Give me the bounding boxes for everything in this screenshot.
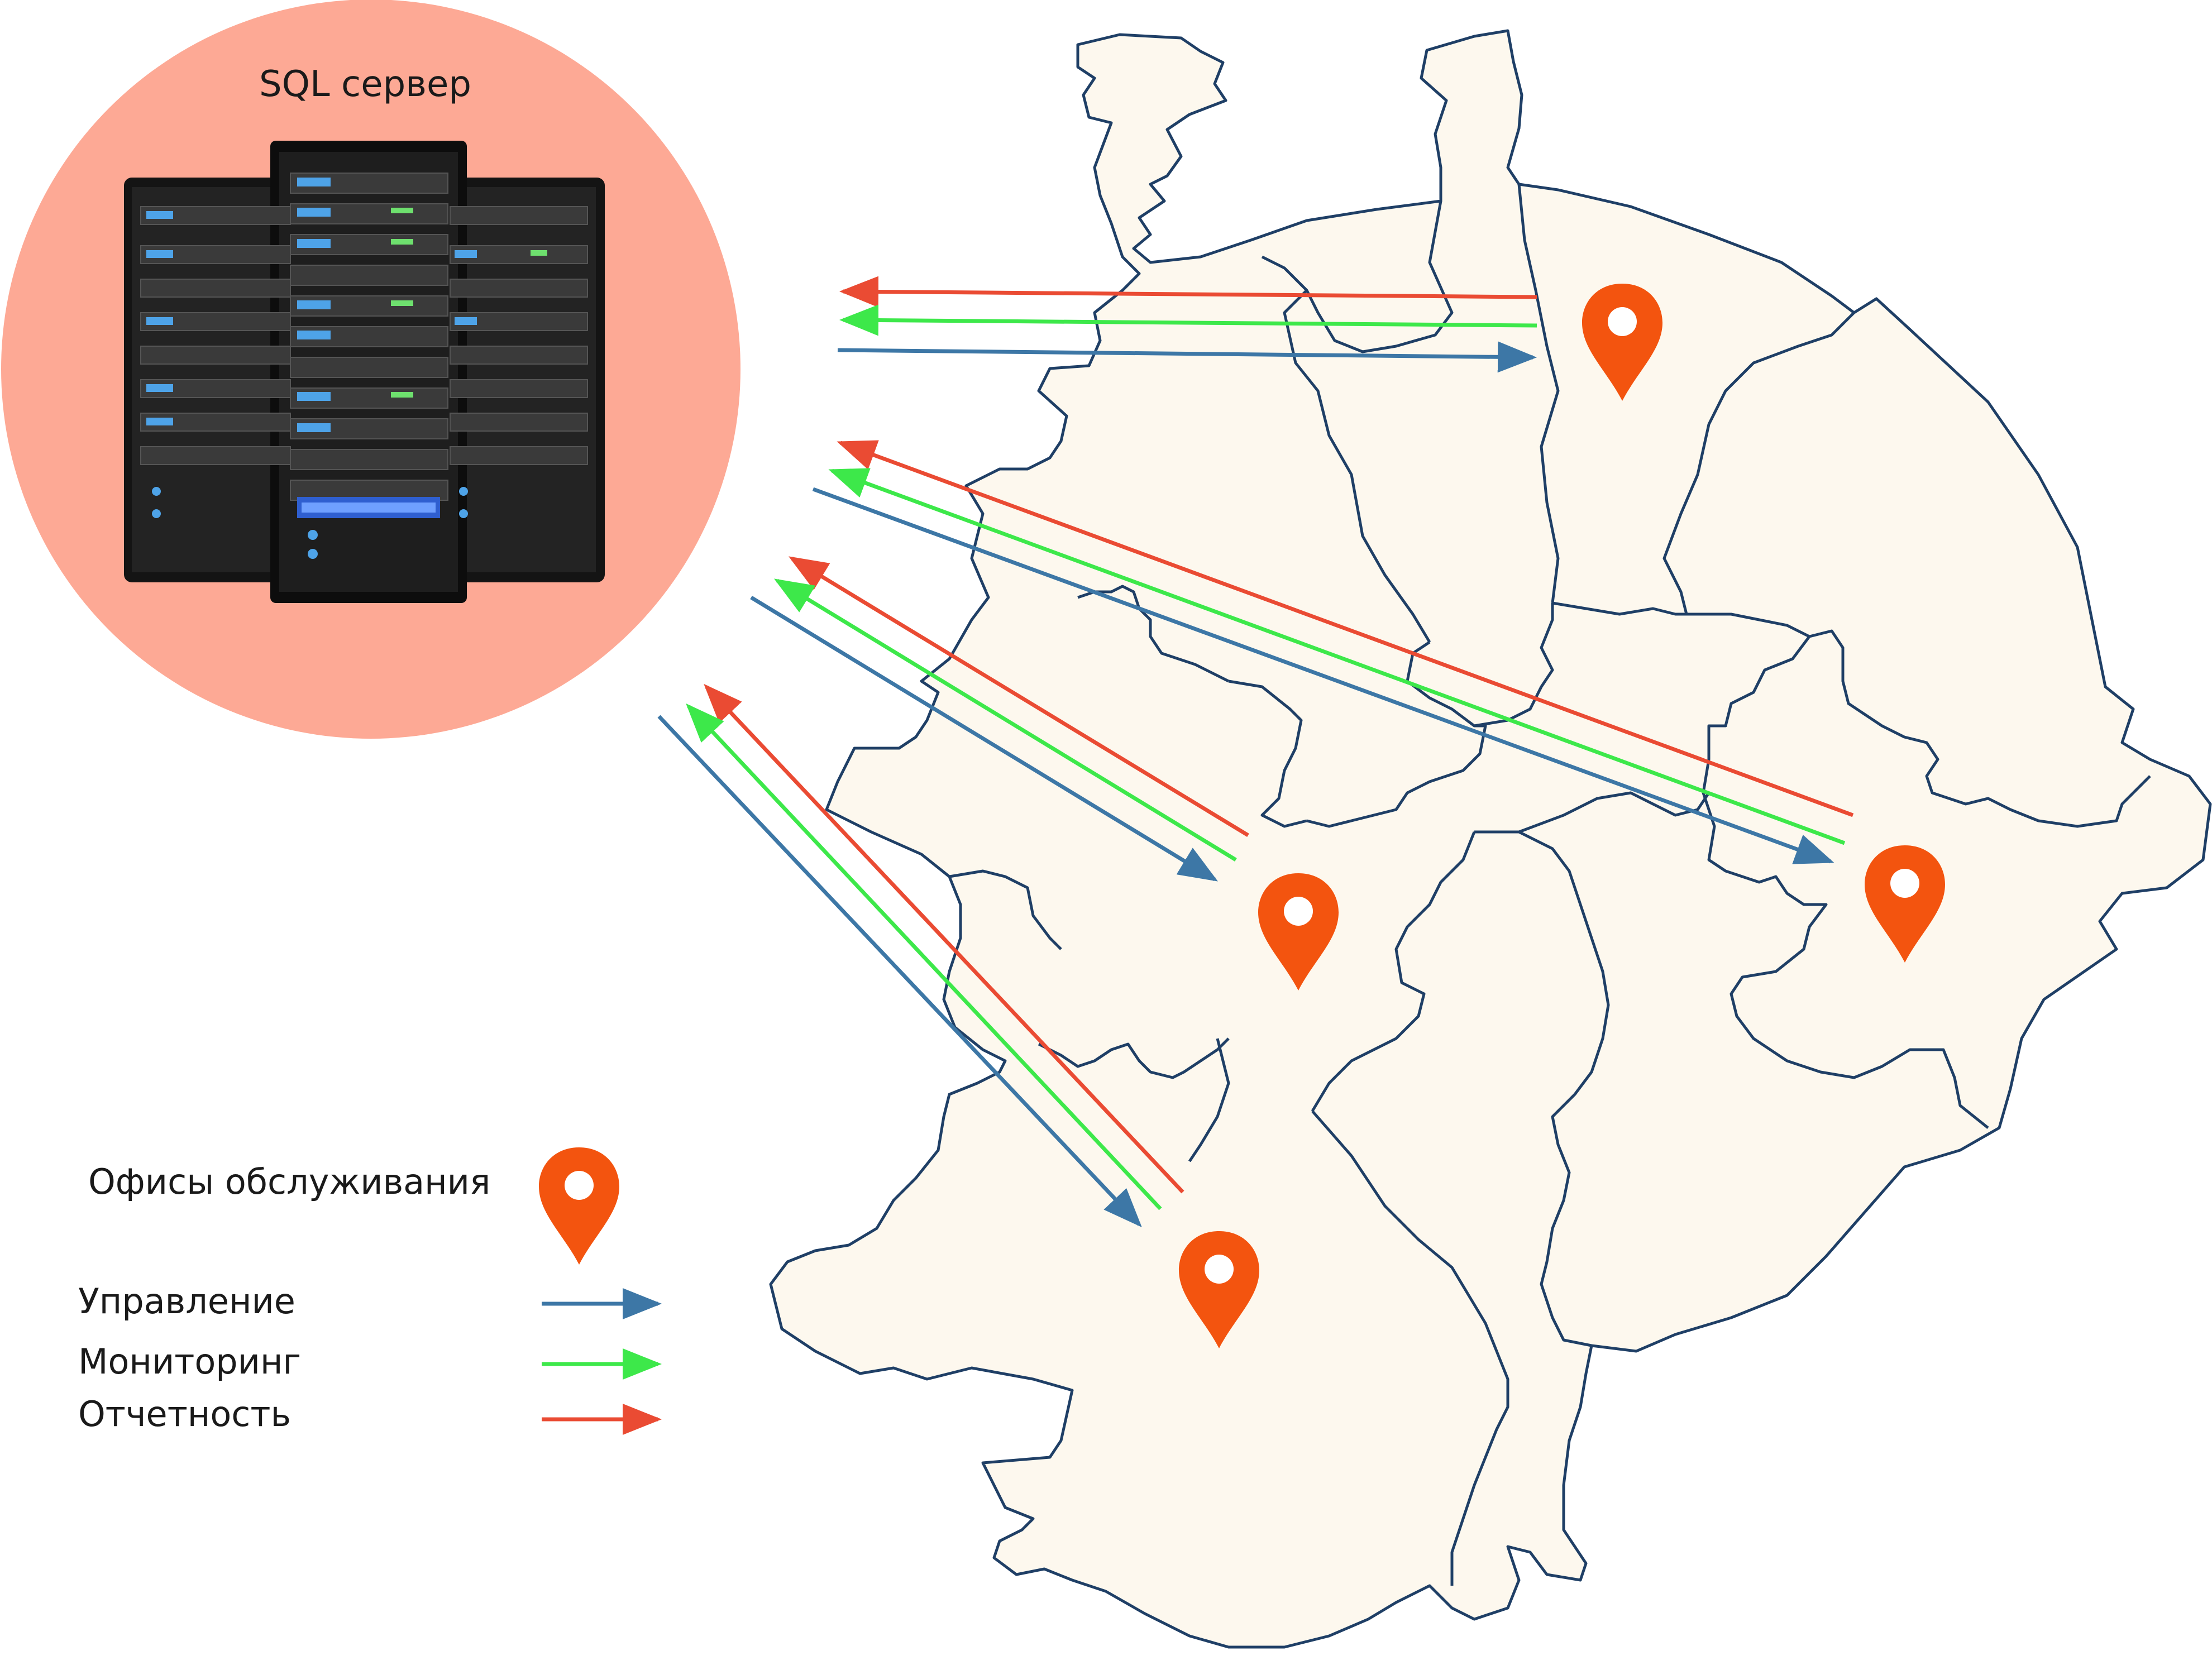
management-arrow bbox=[837, 341, 1537, 373]
legend-offices-label: Офисы обслуживания bbox=[88, 1161, 490, 1202]
reporting-arrow bbox=[839, 276, 1537, 308]
monitoring-arrow bbox=[686, 703, 1162, 1210]
reporting-arrow bbox=[789, 556, 1249, 837]
sql-server: SQL сервер bbox=[1, 0, 740, 739]
monitoring-arrow bbox=[839, 304, 1537, 336]
monitoring-arrow bbox=[828, 468, 1846, 845]
location-pin-icon bbox=[539, 1147, 619, 1265]
legend: Офисы обслуживания Управление Мониторинг… bbox=[78, 1147, 662, 1435]
city-outline bbox=[769, 29, 2212, 1649]
server-title: SQL сервер bbox=[259, 64, 471, 105]
server-rack-icon bbox=[124, 141, 605, 603]
legend-monitoring-label: Мониторинг bbox=[78, 1341, 301, 1382]
flow-arrows bbox=[657, 276, 1854, 1228]
management-arrow bbox=[812, 487, 1834, 864]
legend-management-label: Управление bbox=[78, 1281, 295, 1322]
moscow-map bbox=[769, 29, 2212, 1649]
monitoring-arrow bbox=[774, 578, 1237, 862]
reporting-arrow bbox=[837, 440, 1854, 817]
reporting-arrow bbox=[704, 683, 1184, 1194]
management-arrow bbox=[657, 715, 1142, 1228]
management-arrow bbox=[750, 596, 1218, 882]
legend-reporting-label: Отчетность bbox=[78, 1394, 291, 1434]
